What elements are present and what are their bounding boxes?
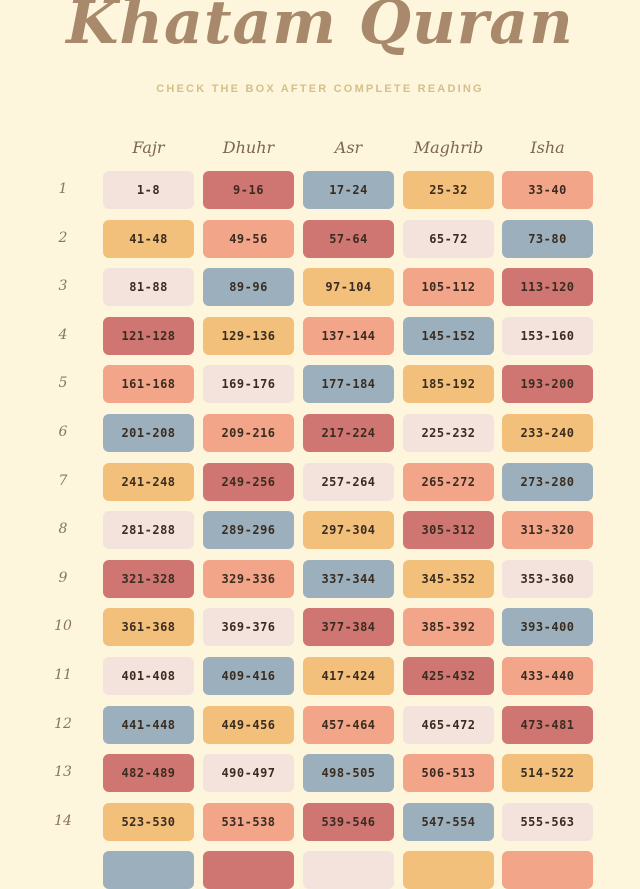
reading-box-fajr[interactable] bbox=[103, 851, 194, 889]
reading-box-maghrib[interactable]: 465-472 bbox=[403, 705, 494, 744]
reading-box-asr[interactable]: 57-64 bbox=[303, 219, 394, 258]
reading-box-fajr[interactable]: 201-208 bbox=[103, 414, 194, 452]
reading-box-asr[interactable]: 297-304 bbox=[303, 511, 394, 550]
reading-box-isha[interactable]: 393-400 bbox=[502, 608, 593, 647]
reading-box-isha[interactable]: 73-80 bbox=[502, 219, 593, 258]
reading-box-isha[interactable]: 353-360 bbox=[502, 559, 593, 598]
row-number: 5 bbox=[58, 375, 68, 392]
row-number: 7 bbox=[58, 472, 68, 489]
reading-box-asr[interactable]: 498-505 bbox=[303, 754, 394, 793]
reading-box-fajr[interactable]: 161-168 bbox=[103, 365, 194, 404]
reading-box-maghrib[interactable]: 25-32 bbox=[403, 171, 494, 209]
row-number: 13 bbox=[54, 764, 72, 781]
reading-box-isha[interactable]: 555-563 bbox=[502, 802, 593, 841]
reading-box-maghrib[interactable]: 65-72 bbox=[403, 219, 494, 258]
page-title: Khatam Quran bbox=[66, 0, 574, 58]
reading-box-fajr[interactable]: 121-128 bbox=[103, 316, 194, 355]
reading-box-dhuhr[interactable]: 531-538 bbox=[203, 802, 294, 841]
reading-box-isha[interactable]: 514-522 bbox=[502, 754, 593, 793]
reading-box-asr[interactable] bbox=[303, 851, 394, 889]
row-number: 10 bbox=[54, 618, 72, 635]
reading-box-dhuhr[interactable]: 409-416 bbox=[203, 657, 294, 695]
reading-box-asr[interactable]: 257-264 bbox=[303, 462, 394, 501]
reading-box-dhuhr[interactable]: 490-497 bbox=[203, 754, 294, 793]
reading-box-asr[interactable]: 137-144 bbox=[303, 316, 394, 355]
reading-box-asr[interactable]: 457-464 bbox=[303, 705, 394, 744]
reading-box-asr[interactable]: 417-424 bbox=[303, 657, 394, 695]
reading-box-maghrib[interactable] bbox=[403, 851, 494, 889]
reading-box-isha[interactable]: 153-160 bbox=[502, 316, 593, 355]
reading-box-maghrib[interactable]: 185-192 bbox=[403, 365, 494, 404]
reading-box-maghrib[interactable]: 425-432 bbox=[403, 657, 494, 695]
reading-box-dhuhr[interactable]: 129-136 bbox=[203, 316, 294, 355]
reading-box-maghrib[interactable]: 506-513 bbox=[403, 754, 494, 793]
reading-box-dhuhr[interactable]: 289-296 bbox=[203, 511, 294, 550]
reading-box-maghrib[interactable]: 305-312 bbox=[403, 511, 494, 550]
reading-box-asr[interactable]: 217-224 bbox=[303, 414, 394, 452]
row-number: 14 bbox=[54, 812, 72, 829]
reading-box-asr[interactable]: 97-104 bbox=[303, 268, 394, 307]
row-number: 6 bbox=[58, 424, 68, 440]
column-header-maghrib: Maghrib bbox=[413, 138, 484, 157]
reading-box-fajr[interactable]: 281-288 bbox=[103, 511, 194, 550]
reading-box-isha[interactable]: 113-120 bbox=[502, 268, 593, 307]
reading-box-fajr[interactable]: 361-368 bbox=[103, 608, 194, 647]
reading-box-dhuhr[interactable] bbox=[203, 851, 294, 889]
reading-box-dhuhr[interactable]: 249-256 bbox=[203, 462, 294, 501]
row-number: 3 bbox=[58, 278, 68, 295]
row-number: 1 bbox=[58, 181, 68, 197]
reading-box-dhuhr[interactable]: 9-16 bbox=[203, 171, 294, 209]
reading-box-asr[interactable]: 177-184 bbox=[303, 365, 394, 404]
reading-box-dhuhr[interactable]: 169-176 bbox=[203, 365, 294, 404]
reading-box-asr[interactable]: 337-344 bbox=[303, 559, 394, 598]
reading-box-isha[interactable]: 33-40 bbox=[502, 171, 593, 209]
reading-box-fajr[interactable]: 523-530 bbox=[103, 802, 194, 841]
reading-box-maghrib[interactable]: 225-232 bbox=[403, 414, 494, 452]
reading-box-fajr[interactable]: 321-328 bbox=[103, 559, 194, 598]
reading-box-fajr[interactable]: 41-48 bbox=[103, 219, 194, 258]
column-header-dhuhr: Dhuhr bbox=[222, 138, 275, 157]
reading-box-isha[interactable]: 193-200 bbox=[502, 365, 593, 404]
reading-box-maghrib[interactable]: 105-112 bbox=[403, 268, 494, 307]
reading-box-fajr[interactable]: 441-448 bbox=[103, 705, 194, 744]
column-header-asr: Asr bbox=[334, 138, 363, 157]
column-header-fajr: Fajr bbox=[132, 138, 165, 157]
reading-box-fajr[interactable]: 81-88 bbox=[103, 268, 194, 307]
column-header-isha: Isha bbox=[530, 138, 565, 157]
row-number: 8 bbox=[58, 521, 68, 538]
reading-box-dhuhr[interactable]: 369-376 bbox=[203, 608, 294, 647]
reading-box-fajr[interactable]: 241-248 bbox=[103, 462, 194, 501]
reading-box-isha[interactable]: 433-440 bbox=[502, 657, 593, 695]
row-number: 2 bbox=[58, 229, 68, 246]
reading-box-fajr[interactable]: 401-408 bbox=[103, 657, 194, 695]
reading-box-isha[interactable]: 313-320 bbox=[502, 511, 593, 550]
row-number: 4 bbox=[58, 326, 68, 343]
reading-box-dhuhr[interactable]: 89-96 bbox=[203, 268, 294, 307]
reading-box-asr[interactable]: 377-384 bbox=[303, 608, 394, 647]
reading-box-isha[interactable] bbox=[502, 851, 593, 889]
reading-box-fajr[interactable]: 1-8 bbox=[103, 171, 194, 209]
page-subtitle: CHECK THE BOX AFTER COMPLETE READING bbox=[156, 83, 484, 95]
reading-box-isha[interactable]: 473-481 bbox=[502, 705, 593, 744]
reading-box-asr[interactable]: 17-24 bbox=[303, 171, 394, 209]
reading-box-fajr[interactable]: 482-489 bbox=[103, 754, 194, 793]
reading-box-asr[interactable]: 539-546 bbox=[303, 802, 394, 841]
row-number: 9 bbox=[58, 569, 68, 586]
reading-box-dhuhr[interactable]: 209-216 bbox=[203, 414, 294, 452]
reading-box-isha[interactable]: 233-240 bbox=[502, 414, 593, 452]
reading-box-maghrib[interactable]: 345-352 bbox=[403, 559, 494, 598]
reading-box-maghrib[interactable]: 547-554 bbox=[403, 802, 494, 841]
reading-box-dhuhr[interactable]: 329-336 bbox=[203, 559, 294, 598]
reading-box-isha[interactable]: 273-280 bbox=[502, 462, 593, 501]
row-number: 11 bbox=[54, 667, 72, 683]
reading-box-maghrib[interactable]: 265-272 bbox=[403, 462, 494, 501]
reading-box-maghrib[interactable]: 385-392 bbox=[403, 608, 494, 647]
reading-box-dhuhr[interactable]: 49-56 bbox=[203, 219, 294, 258]
reading-box-dhuhr[interactable]: 449-456 bbox=[203, 705, 294, 744]
row-number: 12 bbox=[54, 715, 72, 732]
reading-box-maghrib[interactable]: 145-152 bbox=[403, 316, 494, 355]
